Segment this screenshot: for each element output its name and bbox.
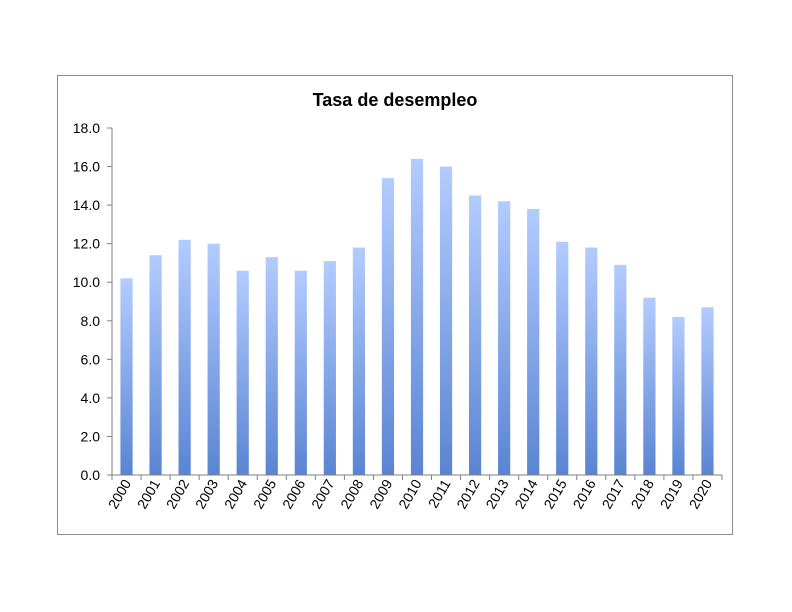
bar-2003 [207, 243, 220, 475]
x-tick-label: 2004 [221, 476, 251, 511]
y-tick-label: 16.0 [73, 159, 100, 175]
bar-2013 [498, 201, 511, 475]
x-tick-label: 2007 [308, 476, 338, 511]
bar-2004 [236, 270, 249, 475]
y-axis: 0.0 2.0 4.0 6.0 8.0 10.0 12.0 14.0 16.0 18.0 [73, 120, 113, 483]
y-tick-label: 4.0 [81, 390, 101, 406]
y-tick-label: 0.0 [81, 467, 101, 483]
x-tick-label: 2015 [540, 476, 570, 511]
x-tick-label: 2019 [657, 476, 687, 511]
bar-2016 [585, 247, 598, 475]
x-tick-label: 2005 [250, 476, 280, 511]
bar-2002 [178, 239, 191, 475]
bar-2020 [701, 307, 714, 475]
x-axis: 2000 2001 2002 2003 2004 2005 2006 2007 2008 2009… [105, 474, 723, 511]
bar-2015 [556, 241, 569, 475]
bar-2019 [672, 316, 685, 475]
bar-2010 [410, 158, 424, 475]
y-tick-label: 6.0 [81, 351, 101, 367]
x-tick-label: 2001 [134, 476, 164, 511]
x-tick-label: 2003 [192, 476, 222, 511]
bar-2000 [120, 278, 133, 475]
bar-2001 [149, 255, 162, 475]
bars [120, 158, 714, 476]
bar-2005 [265, 257, 278, 475]
y-tick-label: 14.0 [73, 197, 100, 213]
y-tick-label: 18.0 [73, 120, 100, 136]
x-tick-label: 2017 [598, 476, 628, 511]
bar-2011 [439, 166, 453, 476]
x-tick-label: 2013 [482, 476, 512, 511]
x-tick-label: 2006 [279, 476, 309, 511]
x-tick-label: 2000 [105, 476, 135, 511]
bar-2012 [468, 195, 482, 475]
bar-2008 [352, 247, 366, 475]
x-tick-label: 2008 [337, 476, 367, 511]
x-tick-label: 2018 [628, 476, 658, 511]
x-tick-label: 2020 [686, 476, 716, 511]
x-tick-label: 2009 [366, 476, 396, 511]
x-tick-label: 2002 [163, 476, 193, 511]
x-tick-label: 2014 [511, 476, 541, 511]
y-tick-label: 8.0 [81, 313, 101, 329]
y-tick-label: 10.0 [73, 274, 100, 290]
bar-2018 [643, 297, 656, 475]
bar-2017 [614, 264, 627, 475]
y-tick-label: 12.0 [73, 236, 100, 252]
x-tick-label: 2010 [395, 476, 425, 511]
y-tick-label: 2.0 [81, 428, 101, 444]
chart-title: Tasa de desempleo [313, 90, 478, 110]
x-tick-label: 2011 [425, 476, 454, 510]
bar-2009 [381, 178, 395, 475]
x-tick-label: 2016 [569, 476, 599, 511]
bar-2007 [323, 261, 336, 475]
bar-2014 [527, 208, 540, 475]
x-tick-label: 2012 [453, 476, 483, 511]
bar-2006 [294, 270, 307, 475]
